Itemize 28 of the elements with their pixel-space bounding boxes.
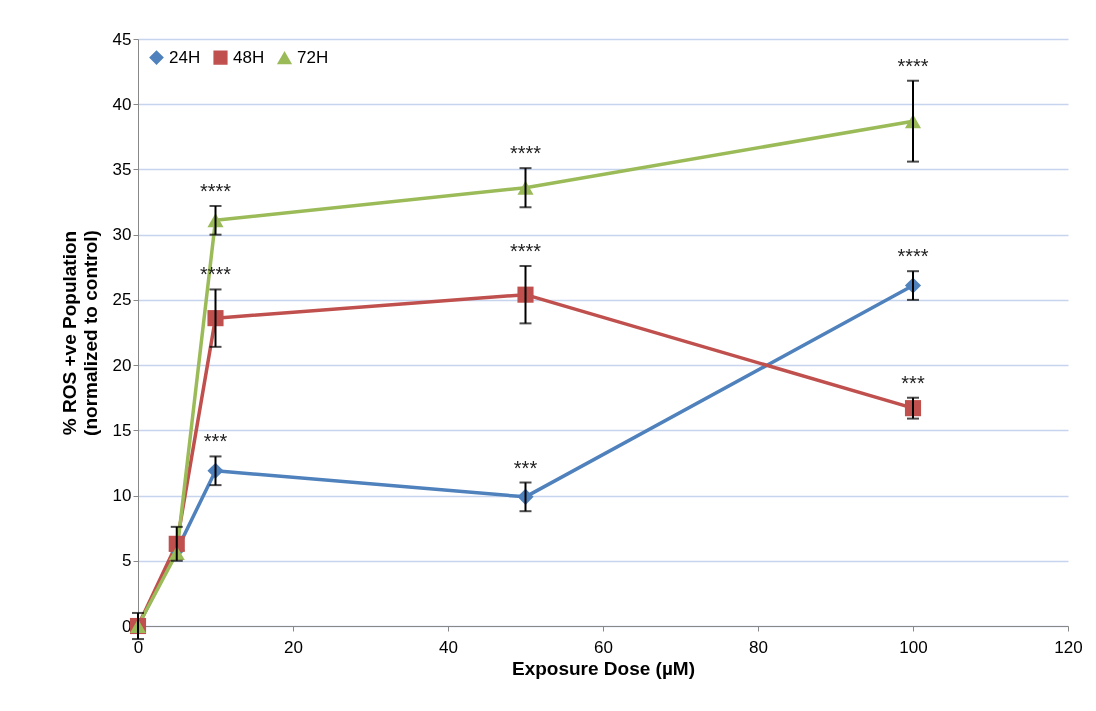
- y-tick-label: 45: [112, 29, 132, 49]
- y-tick-label: 15: [112, 420, 132, 440]
- legend-label: 72H: [297, 48, 329, 68]
- y-tick-label: 5: [122, 551, 132, 571]
- x-tick-label: 60: [594, 637, 613, 657]
- annotation: ****: [897, 54, 929, 77]
- annotation: ***: [901, 371, 925, 394]
- legend-label: 48H: [233, 47, 265, 67]
- y-tick-label: 10: [112, 486, 132, 506]
- x-axis-title: Exposure Dose (µM): [511, 657, 696, 679]
- x-tick-label: 20: [284, 637, 303, 657]
- x-tick-label: 40: [439, 637, 458, 657]
- annotation: ****: [897, 245, 929, 268]
- x-tick-label: 100: [899, 637, 928, 657]
- x-tick-label: 80: [749, 637, 768, 657]
- annotation: ****: [509, 142, 542, 165]
- annotation: ***: [513, 456, 538, 479]
- x-tick-label: 120: [1054, 637, 1083, 657]
- y-tick-label: 20: [112, 355, 132, 375]
- legend-label: 24H: [169, 47, 201, 67]
- annotation: ****: [509, 239, 542, 262]
- y-tick-label: 40: [112, 94, 132, 114]
- annotation: ****: [199, 179, 232, 202]
- y-tick-label: 30: [112, 225, 132, 245]
- y-axis-title: % ROS +ve Population (normalized to control): [58, 230, 101, 436]
- annotation: ***: [203, 430, 228, 453]
- y-tick-label: 25: [112, 290, 132, 310]
- y-tick-label: 35: [112, 159, 132, 179]
